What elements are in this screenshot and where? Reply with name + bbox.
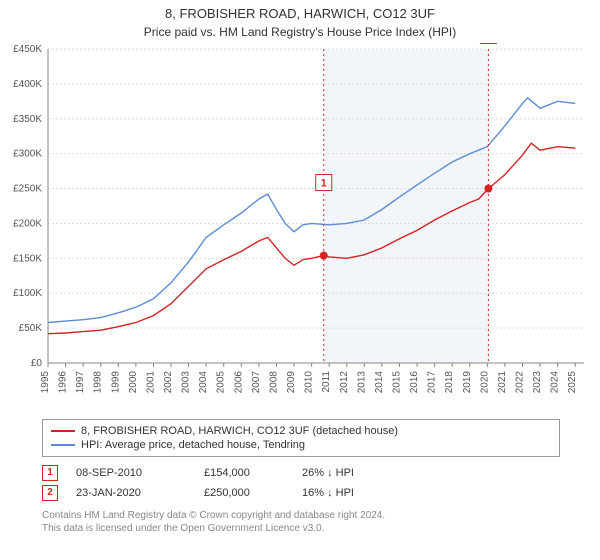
svg-text:2010: 2010 [304, 370, 315, 393]
svg-text:2016: 2016 [409, 370, 420, 393]
sale-diff: 26% ↓ HPI [302, 467, 402, 479]
svg-text:2001: 2001 [145, 370, 156, 393]
svg-text:2011: 2011 [321, 370, 332, 392]
svg-text:2019: 2019 [462, 370, 473, 393]
sale-marker-2: 2 [42, 485, 58, 501]
svg-text:£100K: £100K [13, 288, 42, 299]
legend-swatch-property [51, 430, 75, 432]
svg-text:1995: 1995 [40, 370, 51, 393]
sale-price: £154,000 [204, 467, 284, 479]
table-row: 1 08-SEP-2010 £154,000 26% ↓ HPI [42, 463, 560, 483]
chart-area: £0 £50K £100K £150K £200K £250K £300K £350K £400… [0, 43, 600, 413]
svg-text:2018: 2018 [444, 370, 455, 393]
chart-subtitle: Price paid vs. HM Land Registry's House … [0, 23, 600, 43]
svg-text:2008: 2008 [268, 370, 279, 393]
sale-date: 08-SEP-2010 [76, 467, 186, 479]
svg-text:2002: 2002 [163, 370, 174, 393]
chart-title: 8, FROBISHER ROAD, HARWICH, CO12 3UF [0, 0, 600, 23]
svg-text:1999: 1999 [110, 370, 121, 393]
svg-text:1998: 1998 [93, 370, 104, 393]
svg-text:£450K: £450K [13, 44, 42, 55]
svg-text:£350K: £350K [13, 114, 42, 125]
svg-text:1: 1 [321, 177, 327, 189]
svg-text:2023: 2023 [532, 370, 543, 393]
svg-text:2020: 2020 [479, 370, 490, 393]
svg-text:2006: 2006 [233, 370, 244, 393]
svg-text:2014: 2014 [374, 370, 385, 393]
svg-text:1996: 1996 [58, 370, 69, 393]
svg-text:2017: 2017 [427, 370, 438, 393]
svg-text:£50K: £50K [19, 323, 43, 334]
svg-text:2005: 2005 [216, 370, 227, 393]
footer-line-2: This data is licensed under the Open Gov… [42, 522, 560, 535]
svg-text:£0: £0 [31, 358, 43, 369]
svg-text:2004: 2004 [198, 370, 209, 393]
sale-price: £250,000 [204, 487, 284, 499]
svg-text:£300K: £300K [13, 149, 42, 160]
legend-label-hpi: HPI: Average price, detached house, Tend… [81, 439, 305, 451]
sales-table: 1 08-SEP-2010 £154,000 26% ↓ HPI 2 23-JA… [42, 463, 560, 503]
svg-text:1997: 1997 [75, 370, 86, 393]
svg-text:£200K: £200K [13, 218, 42, 229]
svg-text:2000: 2000 [128, 370, 139, 393]
legend-label-property: 8, FROBISHER ROAD, HARWICH, CO12 3UF (de… [81, 425, 398, 437]
table-row: 2 23-JAN-2020 £250,000 16% ↓ HPI [42, 483, 560, 503]
svg-text:2015: 2015 [391, 370, 402, 393]
svg-text:2007: 2007 [251, 370, 262, 393]
svg-text:£400K: £400K [13, 79, 42, 90]
svg-text:2003: 2003 [181, 370, 192, 393]
svg-text:2022: 2022 [514, 370, 525, 393]
legend-item-hpi: HPI: Average price, detached house, Tend… [51, 438, 551, 452]
sale-diff: 16% ↓ HPI [302, 487, 402, 499]
svg-text:2012: 2012 [339, 370, 350, 393]
legend-swatch-hpi [51, 444, 75, 446]
svg-text:2009: 2009 [286, 370, 297, 393]
footer: Contains HM Land Registry data © Crown c… [42, 509, 560, 535]
svg-text:2013: 2013 [356, 370, 367, 393]
sale-date: 23-JAN-2020 [76, 487, 186, 499]
line-chart: £0 £50K £100K £150K £200K £250K £300K £350K £400… [0, 43, 600, 413]
svg-text:£250K: £250K [13, 183, 42, 194]
sale-marker-1: 1 [42, 465, 58, 481]
svg-text:2024: 2024 [550, 370, 561, 393]
legend-item-property: 8, FROBISHER ROAD, HARWICH, CO12 3UF (de… [51, 424, 551, 438]
svg-text:2021: 2021 [497, 370, 508, 393]
footer-line-1: Contains HM Land Registry data © Crown c… [42, 509, 560, 522]
svg-text:2025: 2025 [567, 370, 578, 393]
legend: 8, FROBISHER ROAD, HARWICH, CO12 3UF (de… [42, 419, 560, 457]
svg-text:£150K: £150K [13, 253, 42, 264]
